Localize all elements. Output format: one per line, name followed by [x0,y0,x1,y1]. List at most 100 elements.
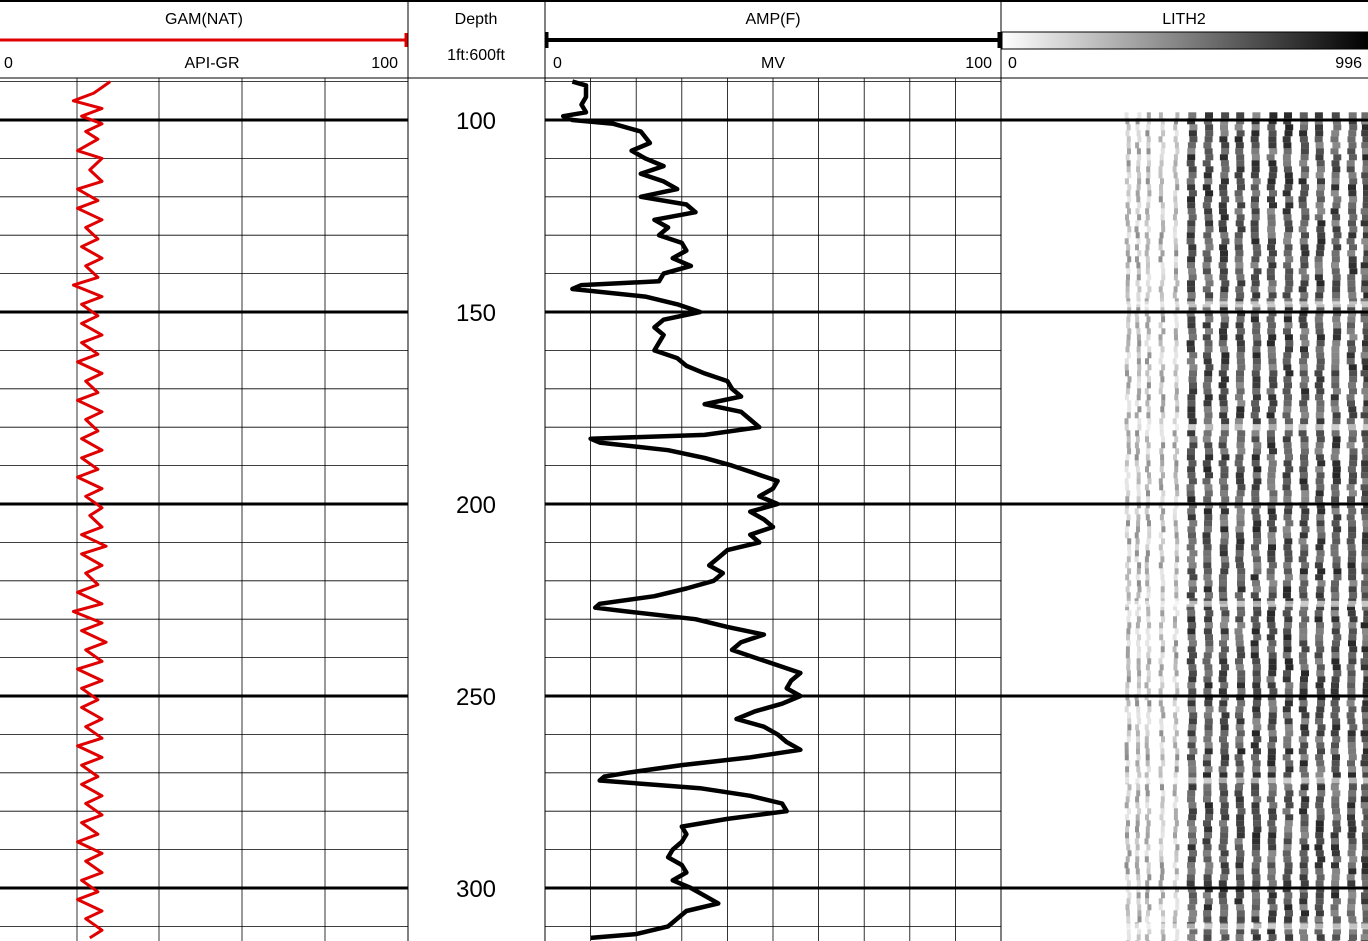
lith-texel [1188,808,1197,815]
lith-texel [1136,166,1141,173]
lith-texel [1284,574,1293,581]
lith-texel [1300,880,1309,887]
lith-texel [1204,340,1213,347]
amp-curve [560,79,803,941]
lith-texel [1331,352,1340,359]
lith-texel [1175,112,1180,119]
lith-texel [1145,550,1150,557]
lith-texel [1267,622,1276,629]
lith-texel [1125,262,1130,269]
lith-texel [1145,244,1150,251]
lith-texel [1348,208,1357,215]
lith-texel [1144,838,1149,845]
lith-texel [1127,724,1132,731]
lith-texel [1252,178,1261,185]
lith-texel [1127,568,1132,575]
lith-texel [1250,226,1259,233]
lith-texel [1236,442,1245,449]
lith-texel [1126,670,1131,677]
lith-texel [1235,742,1244,749]
lith-texel [1362,154,1368,161]
lith-texel [1237,676,1246,683]
lith-texel [1237,808,1246,815]
lith-texel [1253,748,1261,755]
lith-texel [1161,364,1166,371]
lith-texel [1202,838,1211,845]
lith-texel [1349,268,1358,275]
lith-texel [1253,688,1262,695]
lith-texel [1333,232,1342,239]
lith-texel [1362,748,1368,755]
lith-texel [1135,844,1140,851]
lith-texel [1333,328,1342,335]
lith-texel [1298,736,1307,743]
lith-texel [1285,196,1294,203]
lith-texel [1300,580,1309,587]
lith-texel [1220,802,1229,809]
lith-texel [1237,748,1246,755]
lith-texel [1188,112,1197,119]
lith-texel [1317,220,1326,227]
lith-texel [1187,448,1195,455]
lith-texel [1300,442,1309,449]
lith-texel [1315,754,1324,761]
lith-texel [1174,412,1179,419]
lith-texel [1333,568,1342,575]
lith-texel [1331,850,1340,857]
lith-texel [1174,640,1178,647]
lith-texel [1173,196,1178,203]
lith-texel [1330,784,1339,791]
lith-texel [1203,568,1212,575]
lith-texel [1160,646,1165,653]
lith-texel [1363,442,1368,449]
lith-texel [1173,136,1178,143]
lith-texel [1298,538,1307,545]
lith-texel [1136,526,1140,533]
lith-texel [1346,238,1355,245]
lith-texel [1202,250,1211,257]
lith-texel [1349,298,1357,305]
lith-texel [1299,322,1308,329]
lith-texel [1252,394,1261,401]
lith-texel [1126,658,1131,665]
lith-texel [1202,436,1211,443]
lith-texel [1299,382,1308,389]
lith-texel [1315,322,1324,329]
lith-texel [1189,436,1198,443]
lith-texel [1348,508,1357,515]
lith-texel [1362,532,1368,539]
lith-texel [1136,274,1141,281]
lith-texel [1218,220,1227,227]
lith-texel [1186,874,1195,881]
lith-texel [1188,478,1197,485]
lith-texel [1126,634,1130,641]
lith-texel [1331,796,1340,803]
lith-texel [1331,646,1340,653]
lith-texel [1136,748,1140,755]
lith-texel [1187,934,1196,941]
lith-texel [1125,904,1130,911]
lith-texel [1161,442,1166,449]
lith-texel [1266,454,1275,461]
lith-texel [1284,244,1293,251]
lith-texel [1187,430,1196,437]
lith-texel [1236,916,1245,923]
lith-texel [1347,760,1355,767]
lith-texel [1348,184,1356,191]
lith-texel [1283,640,1292,647]
lith-texel [1348,628,1357,635]
lith-texel [1174,460,1179,467]
lith-texel [1136,382,1141,389]
lith-texel [1253,268,1262,275]
lith-texel [1330,904,1339,911]
lith-texel [1347,736,1356,743]
lith-texel [1203,562,1212,569]
lith-texel [1146,142,1151,149]
lith-texel [1331,520,1340,527]
lith-texel [1332,538,1341,545]
lith-texel [1174,562,1178,569]
lith-texel [1300,514,1309,521]
lith-texel [1235,148,1244,155]
lith-texel [1333,670,1342,677]
lith-texel [1316,646,1325,653]
